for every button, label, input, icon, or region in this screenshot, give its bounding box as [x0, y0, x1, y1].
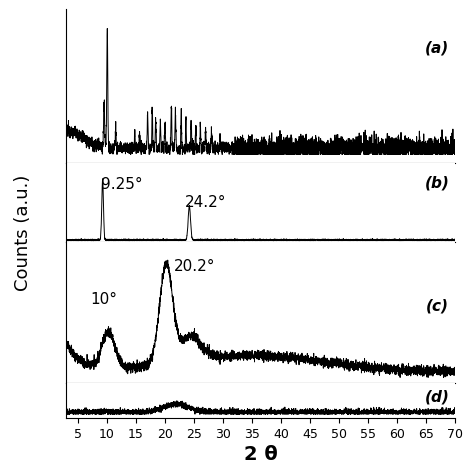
Text: Counts (a.u.): Counts (a.u.): [14, 174, 32, 291]
Text: (c): (c): [426, 299, 449, 313]
Text: 24.2°: 24.2°: [185, 195, 227, 210]
Text: (a): (a): [425, 40, 449, 55]
X-axis label: 2 θ: 2 θ: [244, 445, 278, 465]
Text: (b): (b): [424, 176, 449, 191]
Text: 20.2°: 20.2°: [173, 259, 215, 274]
Text: 9.25°: 9.25°: [101, 177, 143, 193]
Text: 10°: 10°: [91, 292, 118, 307]
Text: (d): (d): [424, 390, 449, 405]
